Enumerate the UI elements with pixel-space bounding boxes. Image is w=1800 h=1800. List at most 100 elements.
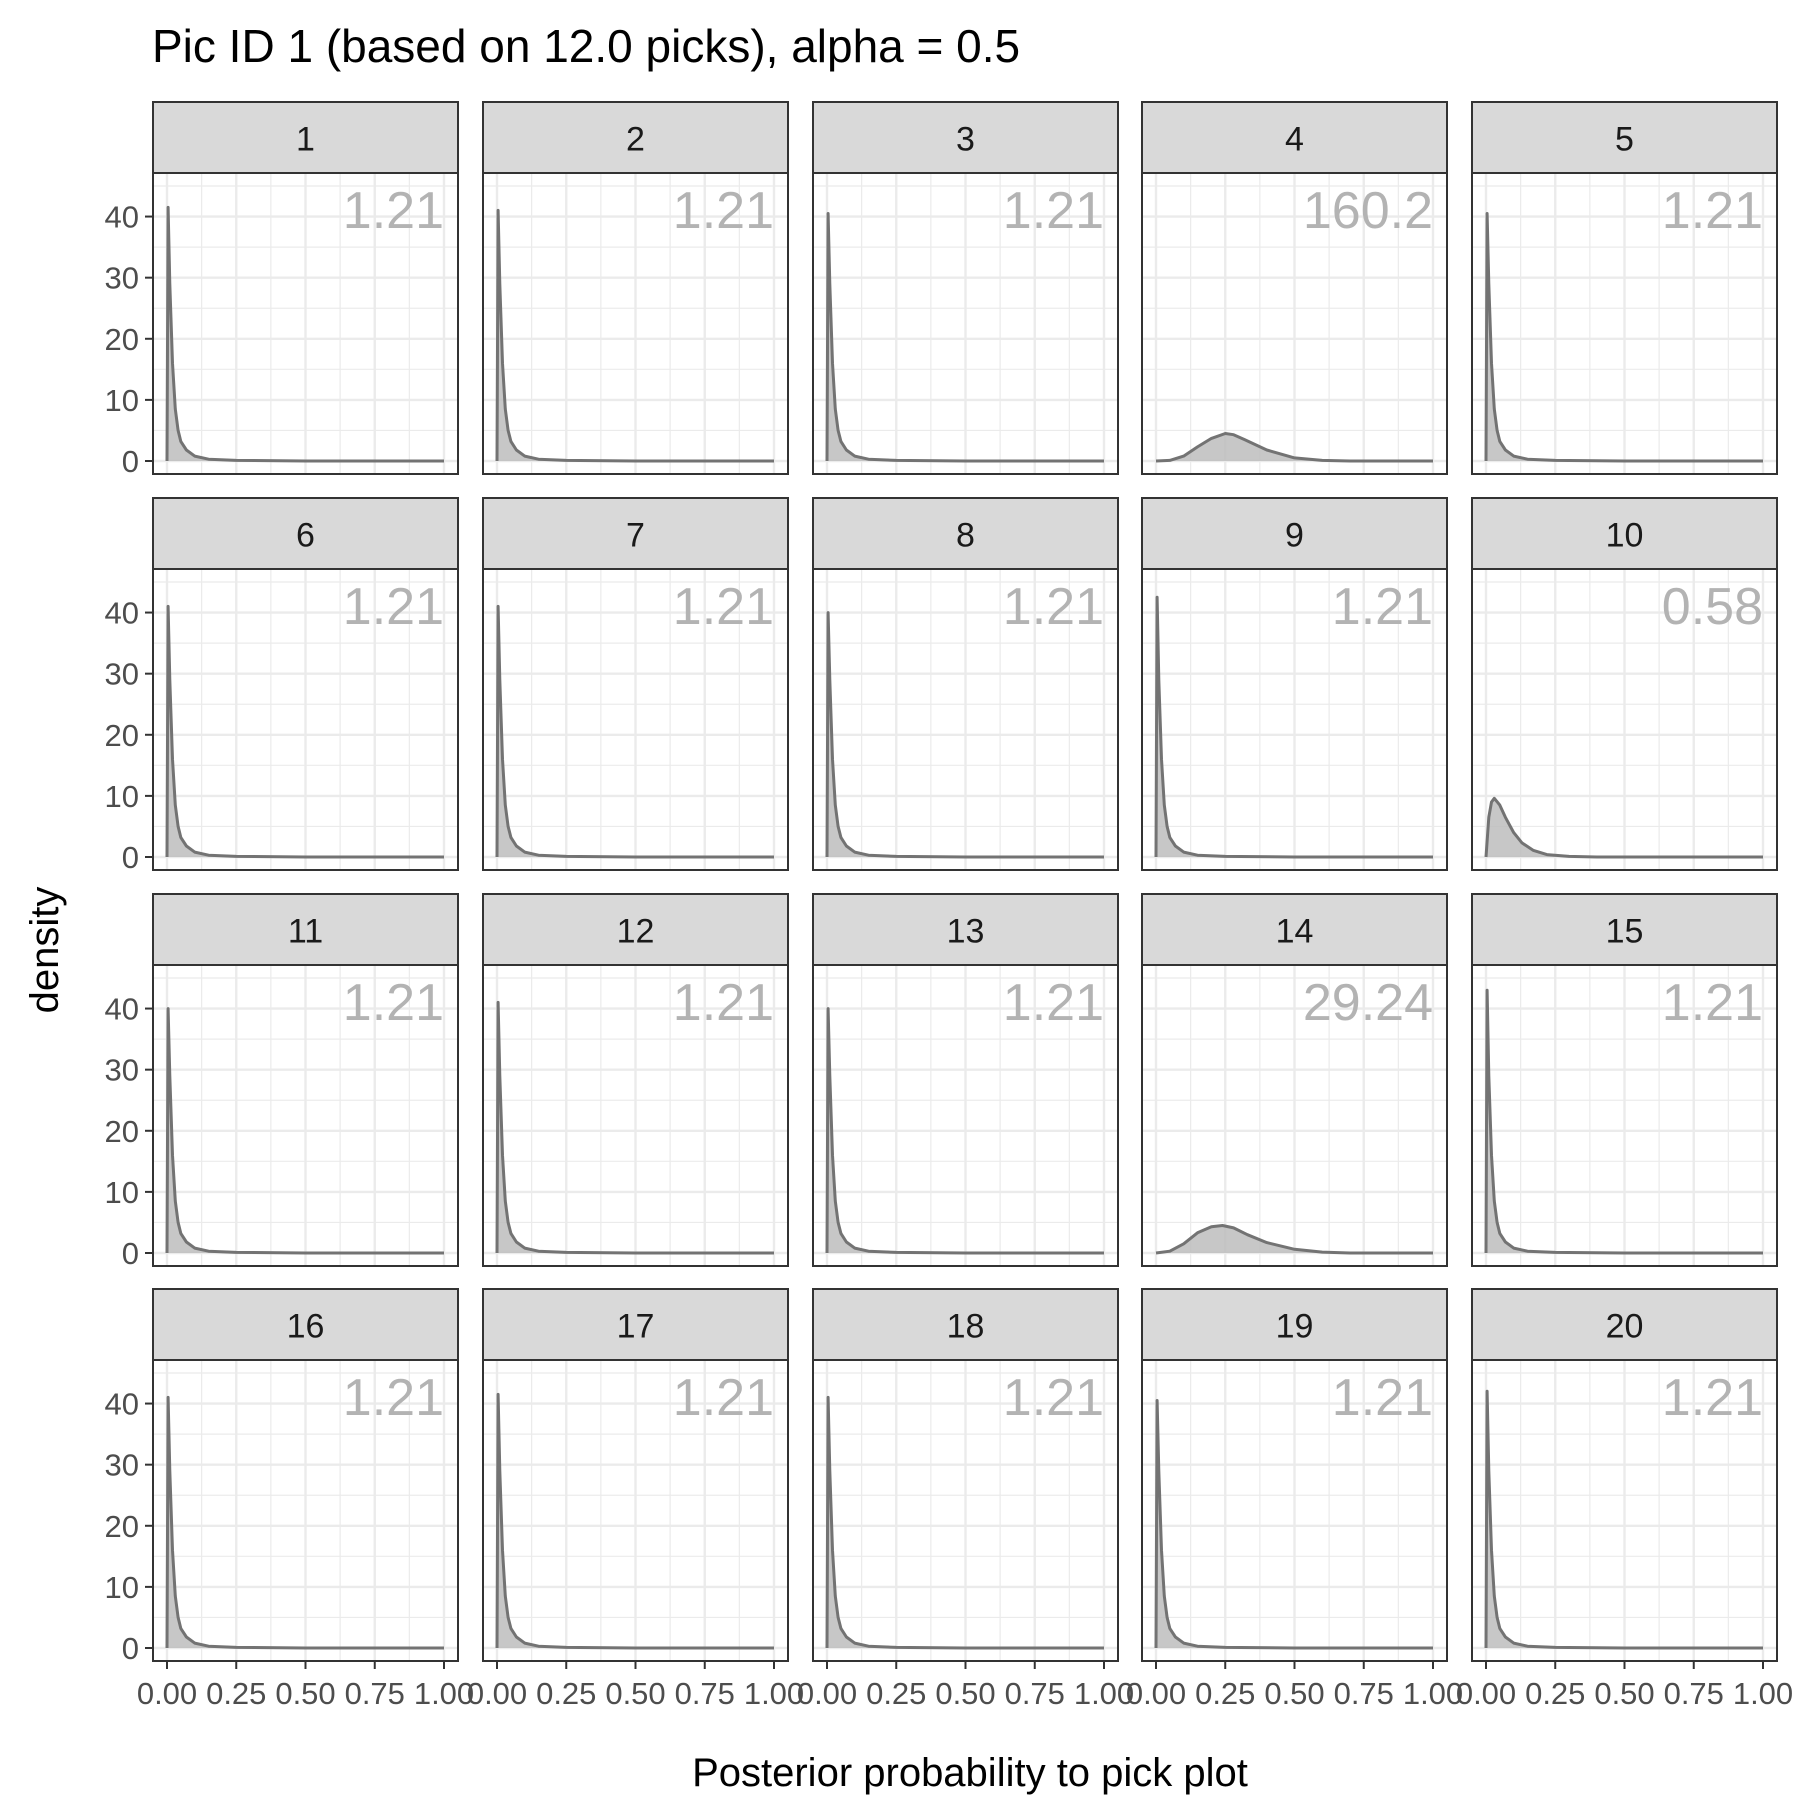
x-tick-label: 0.75 (1334, 1676, 1394, 1711)
facet-strip-label: 14 (1276, 913, 1314, 951)
y-tick-label: 40 (105, 596, 139, 631)
y-tick-label: 40 (105, 1387, 139, 1422)
chart-title: Pic ID 1 (based on 12.0 picks), alpha = … (152, 20, 1020, 72)
y-axis-label: density (23, 887, 67, 1014)
density-line (165, 1007, 444, 1255)
facet-strip-label: 7 (626, 517, 645, 555)
x-tick-label: 0.75 (675, 1676, 735, 1711)
panel-border (1141, 568, 1448, 871)
facet-strip-label: 10 (1606, 517, 1644, 555)
panel-border (482, 568, 789, 871)
density-line (825, 1395, 1104, 1650)
facet-panel: 18 1.21 0.00 0.25 0.50 0.75 1.00 (797, 1288, 1134, 1711)
facet-strip-label: 8 (956, 517, 975, 555)
panel-annotation: 160.2 (1303, 182, 1433, 240)
panel-annotation: 1.21 (1003, 974, 1104, 1032)
panel-border (812, 964, 1119, 1267)
facet-panel: 11 1.21 0 10 20 30 40 (105, 893, 459, 1271)
x-tick-label: 0.50 (605, 1676, 665, 1711)
panel-border (812, 568, 1119, 871)
panel-annotation: 1.21 (343, 182, 444, 240)
density-line (825, 212, 1104, 463)
x-tick-label: 0.50 (275, 1676, 335, 1711)
panel-annotation: 1.21 (1662, 974, 1763, 1032)
panel-annotation: 1.21 (1003, 1369, 1104, 1427)
facet-panel: 19 1.21 0.00 0.25 0.50 0.75 1.00 (1126, 1288, 1463, 1711)
facet-panel: 20 1.21 0.00 0.25 0.50 0.75 1.00 (1456, 1288, 1793, 1711)
facet-panel: 17 1.21 0.00 0.25 0.50 0.75 1.00 (467, 1288, 804, 1711)
density-line (1484, 988, 1763, 1255)
facet-strip-label: 16 (287, 1308, 325, 1346)
x-tick-label: 1.00 (1074, 1676, 1134, 1711)
y-tick-label: 0 (122, 840, 139, 875)
density-line (1484, 1389, 1763, 1650)
density-line (165, 1395, 444, 1650)
x-tick-label: 0.00 (137, 1676, 197, 1711)
density-line (825, 611, 1104, 859)
facet-panel: 71.21 (482, 497, 789, 871)
x-tick-label: 0.00 (467, 1676, 527, 1711)
facet-strip (1471, 101, 1778, 174)
x-tick-label: 0.75 (345, 1676, 405, 1711)
x-tick-label: 0.25 (206, 1676, 266, 1711)
facet-strip (1141, 497, 1448, 570)
facet-strip (812, 1288, 1119, 1361)
facet-strip-label: 18 (947, 1308, 985, 1346)
panel-annotation: 1.21 (1003, 578, 1104, 636)
density-line (165, 205, 444, 463)
panel-border (1141, 172, 1448, 475)
y-tick-label: 30 (105, 261, 139, 296)
x-tick-label: 0.00 (1456, 1676, 1516, 1711)
y-tick-label: 30 (105, 657, 139, 692)
x-tick-label: 0.00 (1126, 1676, 1186, 1711)
facet-strip-label: 4 (1285, 121, 1304, 159)
panel-annotation: 1.21 (1662, 182, 1763, 240)
x-tick-label: 0.00 (797, 1676, 857, 1711)
y-tick-label: 10 (105, 1570, 139, 1605)
panel-border (1471, 964, 1778, 1267)
facet-strip-label: 5 (1615, 121, 1634, 159)
facet-strip-label: 3 (956, 121, 975, 159)
facet-strip-label: 17 (617, 1308, 655, 1346)
facet-panel: 81.21 (812, 497, 1119, 871)
density-area (1156, 1225, 1433, 1253)
y-tick-label: 30 (105, 1448, 139, 1483)
x-tick-label: 1.00 (1733, 1676, 1793, 1711)
facet-panel: 31.21 (812, 101, 1119, 475)
facet-panel: 16 1.21 0 10 20 30 40 0.00 0.25 0.50 0.75 1.00 (105, 1288, 474, 1711)
facet-panels: 11.2101020304021.2131.214160.251.2161.21… (105, 101, 1793, 1711)
x-tick-label: 0.25 (1525, 1676, 1585, 1711)
facet-panel: 21.21 (482, 101, 789, 475)
x-tick-label: 0.25 (866, 1676, 926, 1711)
facet-panel: 4 160.2 (1141, 101, 1448, 475)
x-tick-label: 0.50 (1594, 1676, 1654, 1711)
facet-panel: 51.21 (1471, 101, 1778, 475)
panel-annotation: 1.21 (673, 578, 774, 636)
facet-panel: 131.21 (812, 893, 1119, 1267)
panel-annotation: 1.21 (1662, 1369, 1763, 1427)
facet-panel: 14 29.24 (1141, 893, 1448, 1267)
density-line (1154, 1399, 1433, 1650)
density-line (165, 604, 444, 859)
panel-annotation: 1.21 (673, 182, 774, 240)
x-tick-label: 0.25 (1195, 1676, 1255, 1711)
x-tick-label: 0.25 (536, 1676, 596, 1711)
panel-border (1471, 172, 1778, 475)
y-tick-label: 0 (122, 1631, 139, 1666)
panel-annotation: 1.21 (343, 578, 444, 636)
facet-strip (1141, 893, 1448, 966)
facet-strip (482, 1288, 789, 1361)
y-tick-label: 40 (105, 992, 139, 1027)
density-line (825, 1007, 1104, 1255)
facet-strip-label: 11 (288, 913, 323, 951)
density-line (495, 604, 774, 859)
facet-strip (152, 497, 459, 570)
y-tick-label: 10 (105, 383, 139, 418)
panel-annotation: 1.21 (343, 974, 444, 1032)
facet-panel: 6 1.21 0 10 20 30 40 (105, 497, 459, 875)
panel-border (482, 964, 789, 1267)
y-tick-label: 20 (105, 322, 139, 357)
x-tick-label: 0.50 (1264, 1676, 1324, 1711)
facet-panel: 91.21 (1141, 497, 1448, 871)
